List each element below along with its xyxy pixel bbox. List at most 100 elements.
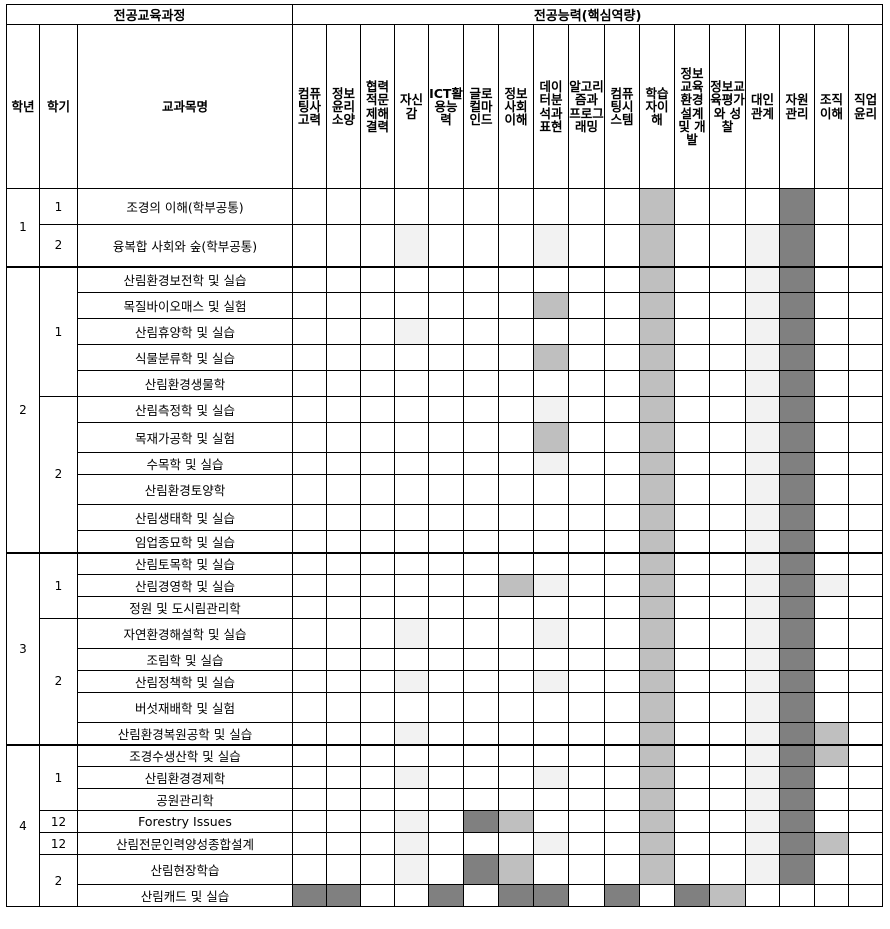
competency-level-cell	[745, 530, 781, 553]
competency-level-cell	[428, 422, 465, 453]
competency-level-cell	[326, 788, 362, 811]
table-row: 수목학 및 실습	[7, 452, 884, 475]
competency-level-cell	[709, 788, 747, 811]
competency-level-cell	[326, 474, 362, 505]
competency-level-cell	[394, 504, 430, 531]
competency-level-cell	[292, 265, 328, 293]
competency-level-cell	[360, 810, 396, 833]
competency-level-cell	[745, 474, 781, 505]
competency-column-header: 컴퓨팅사고력	[292, 24, 328, 189]
competency-level-cell	[292, 318, 328, 345]
competency-level-cell	[292, 810, 328, 833]
competency-level-cell	[428, 292, 465, 319]
competency-column-header: 조직이해	[814, 24, 850, 189]
competency-level-cell	[639, 396, 676, 423]
semester-cell: 2	[39, 854, 78, 907]
competency-level-cell	[848, 722, 884, 745]
competency-level-cell	[326, 766, 362, 789]
competency-level-cell	[568, 648, 606, 671]
competency-level-cell	[745, 884, 781, 907]
competency-level-cell	[292, 422, 328, 453]
competency-level-cell	[533, 743, 570, 767]
competency-level-cell	[814, 265, 850, 293]
table-row: 2 1 산림환경보전학 및 실습	[6, 265, 884, 553]
competency-level-cell	[533, 692, 570, 723]
curriculum-header: 전공교육과정	[5, 4, 294, 25]
course-name-cell: 산림경영학 및 실습	[76, 574, 294, 597]
competency-level-cell	[779, 618, 816, 649]
competency-level-cell	[360, 788, 396, 811]
competency-level-cell	[428, 670, 465, 693]
competency-level-cell	[779, 396, 816, 423]
competency-level-cell	[745, 188, 781, 225]
competency-level-cell	[604, 318, 641, 345]
competency-level-cell	[498, 292, 535, 319]
competency-level-cell	[498, 766, 535, 789]
competency-level-cell	[360, 504, 396, 531]
competency-level-cell	[674, 370, 711, 397]
table-row: 3 1 산림토목학 및 실습	[6, 551, 884, 745]
course-name-cell: 식물분류학 및 실습	[76, 344, 294, 371]
table-row: 식물분류학 및 실습	[7, 344, 884, 371]
competency-level-cell	[533, 474, 570, 505]
table-row: 공원관리학	[7, 788, 884, 811]
competency-level-cell	[326, 854, 362, 885]
competency-level-cell	[709, 743, 747, 767]
competency-level-cell	[360, 722, 396, 745]
competency-level-cell	[604, 648, 641, 671]
competency-level-cell	[848, 551, 884, 575]
competency-level-cell	[428, 452, 465, 475]
competency-level-cell	[848, 396, 884, 423]
competency-level-cell	[745, 396, 781, 423]
competency-level-cell	[814, 810, 850, 833]
competency-level-cell	[709, 551, 747, 575]
semester-cell: 1	[39, 551, 78, 619]
table-row: 12 산림전문인력양성종합설계	[7, 832, 884, 855]
competency-level-cell	[604, 224, 641, 267]
competency-level-cell	[814, 618, 850, 649]
competency-level-cell	[360, 422, 396, 453]
competency-level-cell	[779, 370, 816, 397]
competency-level-cell	[292, 574, 328, 597]
competency-level-cell	[568, 810, 606, 833]
competency-level-cell	[463, 344, 500, 371]
competency-column-header: 직업윤리	[848, 24, 884, 189]
competency-level-cell	[848, 292, 884, 319]
competency-level-cell	[292, 530, 328, 553]
table-row: 산림환경복원공학 및 실습	[7, 722, 884, 745]
competency-level-cell	[745, 618, 781, 649]
competency-level-cell	[639, 670, 676, 693]
competency-level-cell	[568, 504, 606, 531]
competency-level-cell	[745, 574, 781, 597]
semester-cell: 2	[39, 224, 78, 267]
competency-level-cell	[394, 832, 430, 855]
course-name-cell: 산림환경생물학	[76, 370, 294, 397]
competency-level-cell	[779, 574, 816, 597]
competency-level-cell	[326, 574, 362, 597]
competency-level-cell	[745, 452, 781, 475]
table-row: 산림경영학 및 실습	[7, 574, 884, 597]
competency-level-cell	[428, 318, 465, 345]
competency-level-cell	[292, 722, 328, 745]
competency-level-cell	[394, 188, 430, 225]
competency-level-cell	[360, 618, 396, 649]
competency-level-cell	[463, 743, 500, 767]
competency-level-cell	[709, 648, 747, 671]
course-name-cell: 산림환경보전학 및 실습	[76, 265, 294, 293]
competency-level-cell	[674, 670, 711, 693]
competency-header: 전공능력(핵심역량)	[292, 4, 884, 25]
competency-level-cell	[394, 766, 430, 789]
competency-level-cell	[848, 648, 884, 671]
table-row: 조림학 및 실습	[7, 648, 884, 671]
competency-level-cell	[639, 832, 676, 855]
competency-level-cell	[463, 832, 500, 855]
competency-level-cell	[848, 474, 884, 505]
competency-level-cell	[814, 596, 850, 619]
competency-level-cell	[674, 884, 711, 907]
competency-column-header: 정보사회이해	[498, 24, 535, 189]
competency-level-cell	[709, 854, 747, 885]
competency-level-cell	[326, 224, 362, 267]
competency-column-header: ICT활용능력	[428, 24, 465, 189]
semester-cell: 2	[39, 396, 78, 553]
competency-level-cell	[568, 854, 606, 885]
